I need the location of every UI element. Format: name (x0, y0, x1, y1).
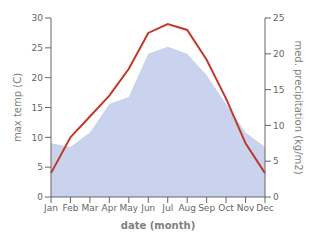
svg-text:max temp (C): max temp (C) (12, 73, 23, 142)
svg-text:Jan: Jan (43, 203, 58, 213)
svg-text:Oct: Oct (218, 203, 234, 213)
svg-text:date (month): date (month) (121, 220, 195, 231)
svg-text:May: May (120, 203, 139, 213)
svg-text:Aug: Aug (178, 203, 196, 213)
svg-text:Mar: Mar (81, 203, 98, 213)
svg-text:5: 5 (37, 162, 43, 172)
svg-text:Nov: Nov (237, 203, 255, 213)
svg-text:0: 0 (37, 192, 43, 202)
svg-text:Apr: Apr (102, 203, 118, 213)
svg-text:0: 0 (273, 192, 279, 202)
svg-text:10: 10 (32, 133, 44, 143)
svg-text:10: 10 (273, 121, 285, 131)
svg-text:20: 20 (32, 73, 44, 83)
svg-text:5: 5 (273, 156, 279, 166)
svg-text:Sep: Sep (198, 203, 215, 213)
svg-text:Jun: Jun (140, 203, 155, 213)
svg-text:30: 30 (32, 13, 44, 23)
svg-text:15: 15 (273, 85, 284, 95)
svg-text:Feb: Feb (62, 203, 78, 213)
svg-text:med. precipitation (kg/m2): med. precipitation (kg/m2) (293, 40, 304, 174)
svg-text:15: 15 (32, 103, 43, 113)
svg-text:25: 25 (273, 13, 284, 23)
svg-text:Dec: Dec (256, 203, 273, 213)
svg-text:20: 20 (273, 49, 285, 59)
svg-text:Jul: Jul (161, 203, 173, 213)
svg-text:25: 25 (32, 43, 43, 53)
